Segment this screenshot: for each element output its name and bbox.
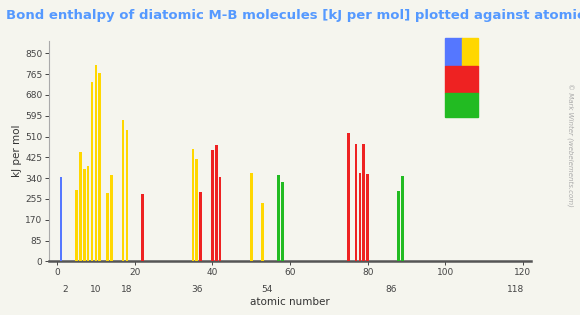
Bar (110, 175, 113, 261)
Bar (60, 177, 62, 261)
Bar (358, 173, 361, 261)
Bar (281, 181, 284, 261)
Bar (347, 133, 350, 261)
Bar (277, 175, 280, 261)
Bar (90, 82, 93, 261)
Bar (87, 166, 89, 261)
Bar (95, 66, 97, 261)
Bar (122, 120, 125, 261)
Bar (211, 150, 213, 261)
Bar (367, 174, 369, 261)
Bar (79, 152, 82, 261)
Bar (262, 203, 264, 261)
Bar (215, 145, 218, 261)
Bar (397, 191, 400, 261)
Bar (250, 173, 252, 261)
Bar (75, 190, 78, 261)
Bar (106, 193, 109, 261)
Bar (401, 176, 404, 261)
X-axis label: atomic number: atomic number (250, 297, 330, 307)
Text: © Mark Winter (webelements.com): © Mark Winter (webelements.com) (566, 83, 573, 207)
Bar (191, 149, 194, 261)
Bar (195, 158, 198, 261)
Bar (141, 194, 144, 261)
Bar (354, 144, 357, 261)
Text: Bond enthalpy of diatomic M-B molecules [kJ per mol] plotted against atomic numb: Bond enthalpy of diatomic M-B molecules … (6, 9, 580, 22)
Y-axis label: kJ per mol: kJ per mol (12, 125, 22, 177)
Bar (83, 169, 86, 261)
Bar (99, 73, 101, 261)
Bar (200, 192, 202, 261)
Bar (362, 144, 365, 261)
Bar (126, 130, 128, 261)
Bar (219, 177, 222, 261)
